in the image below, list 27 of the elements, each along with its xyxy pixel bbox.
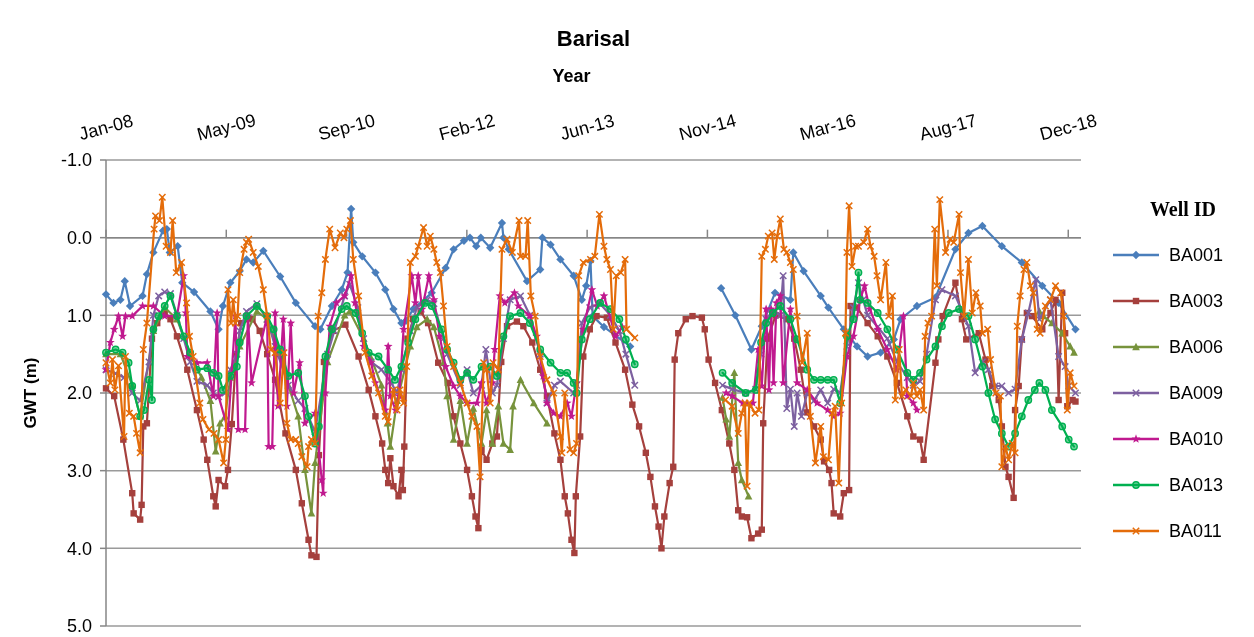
legend-label: BA006: [1169, 337, 1224, 358]
y-tick-label: 2.0: [66, 383, 92, 404]
y-tick-label: 3.0: [66, 460, 92, 481]
legend-label: BA013: [1169, 475, 1224, 496]
legend-label: BA009: [1169, 383, 1224, 404]
legend-label: BA011: [1169, 521, 1222, 542]
y-tick-label: 5.0: [66, 616, 92, 637]
y-tick-label: -1.0: [60, 150, 92, 171]
x-tick-label: Feb-12: [436, 110, 498, 145]
legend-title: Well ID: [1149, 198, 1217, 220]
x-tick-label: Aug-17: [917, 110, 979, 145]
x-axis-title: Year: [552, 66, 591, 86]
x-tick-label: Jun-13: [558, 110, 617, 145]
x-tick-label: Dec-18: [1037, 110, 1099, 145]
x-tick-label: Nov-14: [676, 110, 739, 145]
legend-label: BA003: [1169, 291, 1224, 312]
x-tick-label: Sep-10: [316, 110, 378, 145]
legend-label: BA001: [1169, 245, 1224, 266]
chart-title: Barisal: [556, 26, 631, 51]
x-tick-label: May-09: [194, 109, 258, 145]
x-tick-label: Mar-16: [797, 110, 858, 145]
y-tick-label: 1.0: [66, 305, 92, 326]
y-tick-label: 0.0: [66, 227, 92, 248]
x-tick-label: Jan-08: [76, 110, 136, 145]
legend-label: BA010: [1169, 429, 1224, 450]
y-axis-title: GWT (m): [21, 357, 40, 429]
y-tick-label: 4.0: [66, 538, 92, 559]
